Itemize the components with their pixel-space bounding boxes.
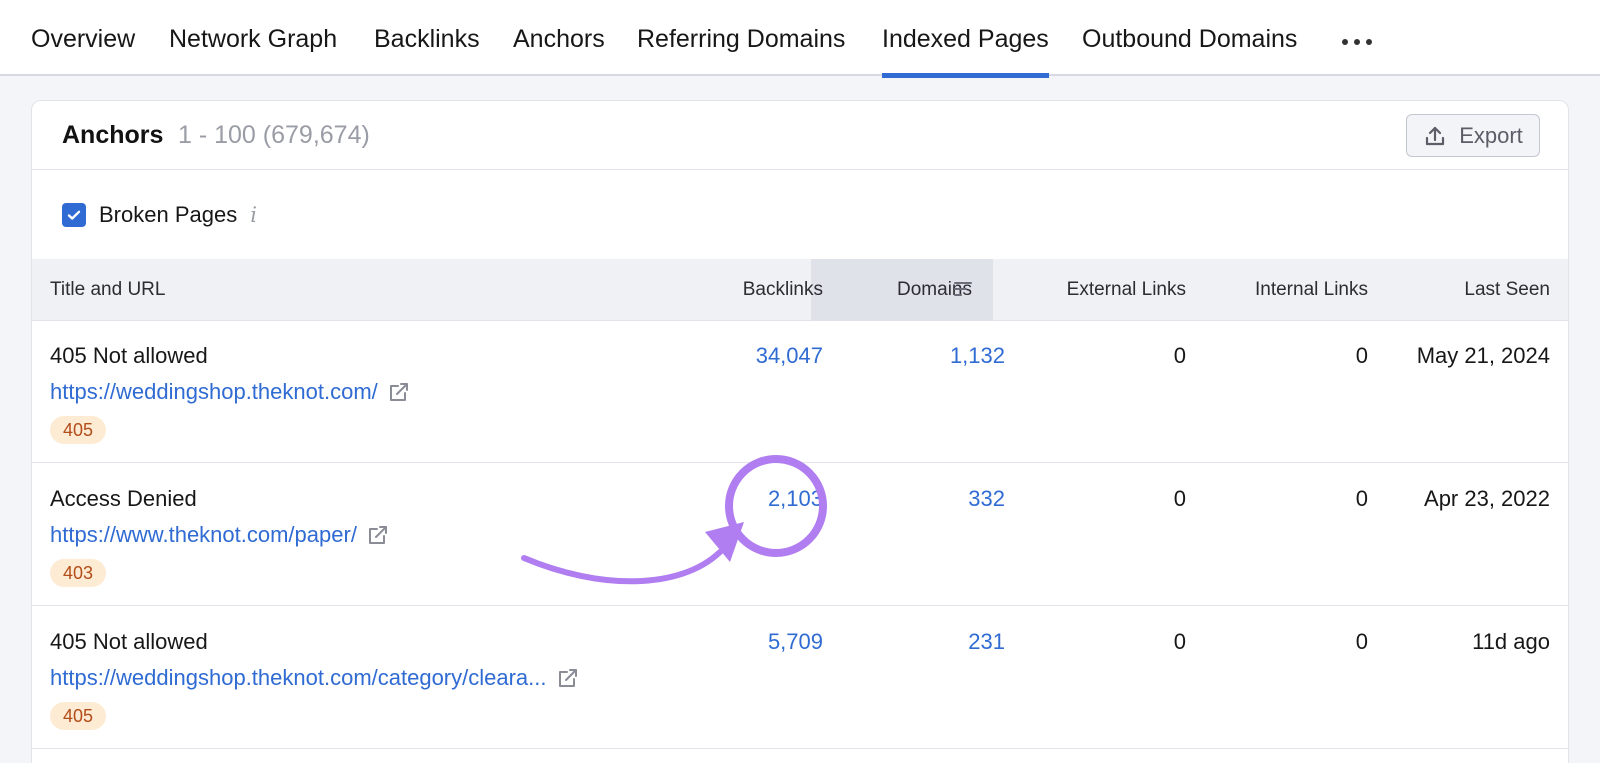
page-url-link[interactable]: https://weddingshop.theknot.com/ xyxy=(50,379,410,405)
broken-pages-filter: Broken Pages i xyxy=(62,199,257,231)
page-url-link[interactable]: https://www.theknot.com/paper/ xyxy=(50,522,389,548)
tab-outbound-domains[interactable]: Outbound Domains xyxy=(1082,25,1298,53)
sort-descending-icon[interactable] xyxy=(954,281,972,297)
backlinks-value[interactable]: 34,047 xyxy=(755,343,823,368)
broken-pages-label: Broken Pages xyxy=(99,202,238,227)
page-title: Access Denied xyxy=(50,486,197,511)
broken-pages-checkbox[interactable] xyxy=(62,203,86,227)
domains-value[interactable]: 231 xyxy=(968,629,1005,654)
backlinks-value[interactable]: 2,103 xyxy=(767,486,823,511)
column-last-seen[interactable]: Last Seen xyxy=(1464,279,1550,300)
page-title: 405 Not allowed xyxy=(50,629,208,654)
external-links-value: 0 xyxy=(1173,343,1186,368)
domains-value[interactable]: 1,132 xyxy=(949,343,1005,368)
last-seen-value: May 21, 2024 xyxy=(1416,343,1550,368)
column-domains[interactable]: Domains xyxy=(897,279,972,300)
export-button[interactable]: Export xyxy=(1406,114,1540,157)
page-title: 405 Not allowed xyxy=(50,343,208,368)
export-label: Export xyxy=(1459,122,1523,148)
table-row: 405 Not allowed https://weddingshop.thek… xyxy=(32,321,1568,463)
tab-indexed-pages[interactable]: Indexed Pages xyxy=(882,25,1049,78)
more-tabs-icon[interactable] xyxy=(1342,31,1372,53)
backlinks-value[interactable]: 5,709 xyxy=(767,629,823,654)
tab-backlinks[interactable]: Backlinks xyxy=(374,25,480,53)
tab-bar: Overview Network Graph Backlinks Anchors… xyxy=(0,0,1600,78)
page-url[interactable]: https://weddingshop.theknot.com/ xyxy=(50,379,378,404)
external-link-icon[interactable] xyxy=(557,667,579,689)
info-icon[interactable]: i xyxy=(250,203,257,227)
external-link-icon[interactable] xyxy=(388,381,410,403)
table-header: Title and URL Backlinks Domains External… xyxy=(32,259,1568,321)
internal-links-value: 0 xyxy=(1355,486,1368,511)
tab-network-graph[interactable]: Network Graph xyxy=(169,25,338,53)
page-url[interactable]: https://weddingshop.theknot.com/category… xyxy=(50,665,547,690)
column-internal-links[interactable]: Internal Links xyxy=(1254,279,1368,300)
status-badge: 403 xyxy=(50,559,107,587)
result-count: 1 - 100 (679,674) xyxy=(178,121,370,149)
column-backlinks[interactable]: Backlinks xyxy=(742,279,823,300)
column-external-links[interactable]: External Links xyxy=(1066,279,1186,300)
internal-links-value: 0 xyxy=(1355,629,1368,654)
domains-value[interactable]: 332 xyxy=(968,486,1005,511)
status-badge: 405 xyxy=(50,416,107,444)
tab-anchors[interactable]: Anchors xyxy=(513,25,605,53)
column-title-url[interactable]: Title and URL xyxy=(50,279,166,300)
tab-referring-domains[interactable]: Referring Domains xyxy=(637,25,846,53)
anchors-card: Anchors 1 - 100 (679,674) Export Broken … xyxy=(31,100,1569,763)
last-seen-value: 11d ago xyxy=(1472,629,1550,654)
last-seen-value: Apr 23, 2022 xyxy=(1424,486,1550,511)
checkmark-icon xyxy=(67,210,81,220)
external-links-value: 0 xyxy=(1173,486,1186,511)
external-link-icon[interactable] xyxy=(367,524,389,546)
export-upload-icon xyxy=(1426,126,1445,145)
status-badge: 405 xyxy=(50,702,107,730)
external-links-value: 0 xyxy=(1173,629,1186,654)
card-header: Anchors 1 - 100 (679,674) Export xyxy=(32,101,1568,170)
table-row: Access Denied https://www.theknot.com/pa… xyxy=(32,464,1568,606)
internal-links-value: 0 xyxy=(1355,343,1368,368)
table-row: 405 Not allowed https://weddingshop.thek… xyxy=(32,607,1568,749)
page-url-link[interactable]: https://weddingshop.theknot.com/category… xyxy=(50,665,579,691)
tab-overview[interactable]: Overview xyxy=(31,25,136,53)
card-title: Anchors xyxy=(62,121,164,149)
page-url[interactable]: https://www.theknot.com/paper/ xyxy=(50,522,357,547)
